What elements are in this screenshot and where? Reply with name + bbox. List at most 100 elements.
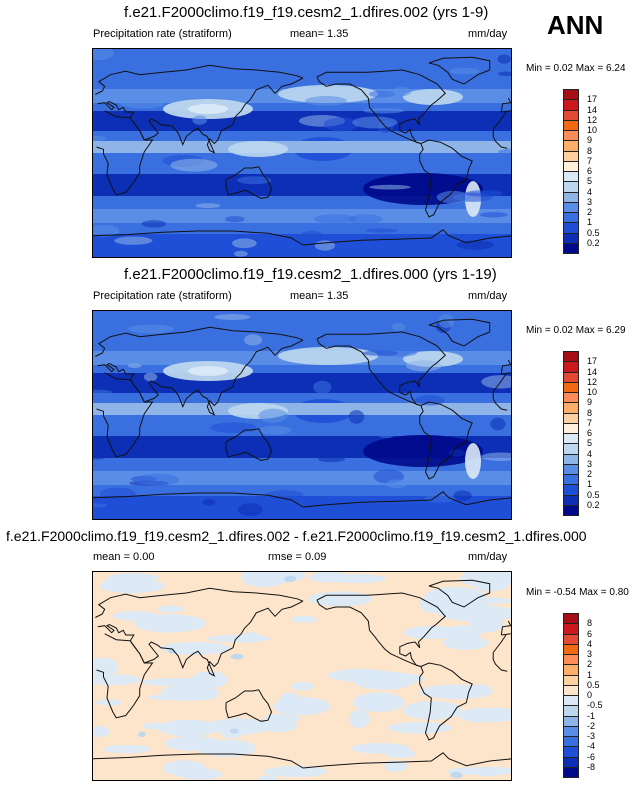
coastline xyxy=(225,428,273,461)
map-fill-region xyxy=(103,577,131,589)
colorbar-label: 3 xyxy=(587,649,593,659)
map-fill-region xyxy=(119,96,166,109)
coastline xyxy=(93,230,304,246)
colorbar-label: 14 xyxy=(587,104,598,115)
map-fill-region xyxy=(93,496,511,519)
map-fill-region xyxy=(234,250,248,257)
panel2-mean: mean= 1.35 xyxy=(290,290,349,302)
colorbar-label: 0.2 xyxy=(587,499,600,510)
coastline xyxy=(419,139,473,218)
map-fill-region xyxy=(191,671,228,689)
colorbar-label: 1 xyxy=(587,479,593,490)
colorbar-label: 10 xyxy=(587,125,598,135)
map-fill-region xyxy=(387,721,453,734)
map-fill-region xyxy=(237,632,263,643)
colorbar-label: 1 xyxy=(587,669,593,680)
map-fill-region xyxy=(490,417,506,431)
map-fill-region xyxy=(93,725,110,737)
map-fill-region xyxy=(230,653,244,660)
map-fill-region xyxy=(193,173,226,188)
map-fill-region xyxy=(210,422,257,433)
coastline xyxy=(96,110,508,196)
map-fill-region xyxy=(158,719,220,737)
colorbar-label: 6 xyxy=(587,428,593,438)
map-fill-region xyxy=(348,709,370,729)
map-fill-region xyxy=(93,403,511,415)
map-fill-region xyxy=(497,148,511,156)
map-fill-region xyxy=(325,574,386,584)
colorbar-label: 4 xyxy=(587,638,593,649)
map-fill-region xyxy=(448,449,466,457)
colorbar-label: -6 xyxy=(587,751,596,762)
colorbar-label: 0.5 xyxy=(587,489,600,500)
map-fill-region xyxy=(363,108,405,114)
colorbar-label: 8 xyxy=(587,618,593,629)
map-fill-region xyxy=(497,54,511,64)
panel1-map xyxy=(92,48,512,258)
coastline xyxy=(97,600,511,677)
map-fill-region xyxy=(237,503,263,517)
map-fill-region xyxy=(352,116,398,129)
map-fill-region xyxy=(328,668,394,682)
panel1-map-svg xyxy=(93,49,511,257)
map-fill-region xyxy=(93,49,511,67)
coastline xyxy=(316,592,447,667)
coastline xyxy=(302,229,511,246)
panel2-title: f.e21.F2000climo.f19_f19.cesm2_1.dfires.… xyxy=(124,266,497,283)
panel1-units: mm/day xyxy=(468,28,508,40)
colorbar-label: 6 xyxy=(587,166,593,176)
colorbar-box xyxy=(563,504,579,516)
map-fill-region xyxy=(403,700,462,720)
colorbar-label: 9 xyxy=(587,397,593,408)
colorbar-label: -8 xyxy=(587,761,596,772)
map-fill-region xyxy=(392,322,406,332)
map-fill-region xyxy=(376,427,396,439)
colorbar-label: 4 xyxy=(587,186,593,197)
map-fill-region xyxy=(392,86,412,97)
map-fill-region xyxy=(256,719,298,733)
colorbar-label: 3 xyxy=(587,458,593,469)
map-fill-region xyxy=(244,334,263,346)
panel2-minmax: Min = 0.02 Max = 6.29 xyxy=(526,325,626,336)
colorbar-label: 4 xyxy=(587,448,593,459)
map-fill-region xyxy=(135,473,180,486)
coastline xyxy=(95,587,511,636)
coastline xyxy=(428,318,491,347)
map-fill-region xyxy=(438,314,454,328)
panel2-variable: Precipitation rate (stratiform) xyxy=(93,290,232,302)
map-fill-region xyxy=(313,380,332,394)
coastline xyxy=(96,633,508,719)
map-fill-region xyxy=(202,498,216,506)
panel1-title: f.e21.F2000climo.f19_f19.cesm2_1.dfires.… xyxy=(124,4,489,21)
colorbar-label: 0 xyxy=(587,690,593,700)
map-fill-region xyxy=(93,455,107,460)
map-fill-region xyxy=(93,141,511,153)
colorbar-label: 12 xyxy=(587,114,598,125)
map-fill-region xyxy=(362,694,387,712)
coastline xyxy=(316,331,447,406)
map-fill-region xyxy=(93,135,106,142)
coastline xyxy=(302,752,511,769)
panel1-variable: Precipitation rate (stratiform) xyxy=(93,28,232,40)
colorbar-label: 2 xyxy=(587,469,593,479)
map-fill-region xyxy=(93,674,141,686)
colorbar-label: 9 xyxy=(587,135,593,146)
map-fill-region xyxy=(405,360,442,372)
map-fill-region xyxy=(438,605,511,622)
colorbar-label: 2 xyxy=(587,207,593,217)
map-fill-region xyxy=(313,214,357,224)
map-fill-region xyxy=(453,490,472,501)
coastline xyxy=(95,326,511,375)
map-fill-region xyxy=(385,479,408,489)
colorbar-box xyxy=(563,766,579,778)
coastline xyxy=(93,492,304,508)
coastline xyxy=(93,753,304,769)
map-fill-region xyxy=(147,176,183,187)
panel3-rmse: rmse = 0.09 xyxy=(268,551,327,563)
map-fill-region xyxy=(403,89,463,105)
map-fill-region xyxy=(228,141,288,157)
map-fill-region xyxy=(300,230,323,240)
map-fill-region xyxy=(207,718,270,735)
map-fill-region xyxy=(176,768,223,780)
coastline xyxy=(302,491,511,508)
